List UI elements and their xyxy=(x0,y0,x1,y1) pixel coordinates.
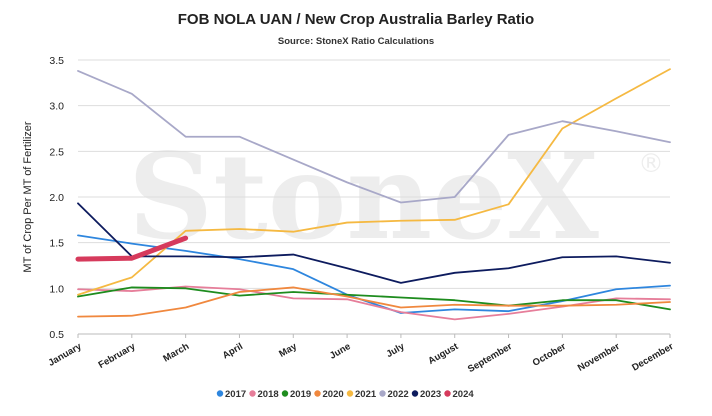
legend-item-2017[interactable]: 2017 xyxy=(216,389,246,400)
legend-item-2018[interactable]: 2018 xyxy=(249,389,279,400)
legend-label: 2017 xyxy=(225,389,246,400)
chart-subtitle: Source: StoneX Ratio Calculations xyxy=(278,36,434,47)
legend-marker xyxy=(444,390,451,397)
series-2019 xyxy=(77,286,671,311)
x-tick-label: April xyxy=(221,341,245,361)
legend-marker xyxy=(346,390,354,397)
x-tick-label: May xyxy=(277,341,299,360)
series-2024 xyxy=(75,235,189,262)
x-tick-label: February xyxy=(97,341,138,371)
y-tick-label: 2.0 xyxy=(49,192,64,204)
chart-title: FOB NOLA UAN / New Crop Australia Barley… xyxy=(178,11,534,28)
x-tick-label: June xyxy=(328,341,353,362)
legend-item-2020[interactable]: 2020 xyxy=(314,389,344,400)
legend-marker xyxy=(411,390,419,397)
legend-item-2021[interactable]: 2021 xyxy=(346,389,377,400)
legend-label: 2023 xyxy=(420,389,441,400)
y-tick-label: 3.0 xyxy=(49,101,64,113)
legend-label: 2024 xyxy=(453,389,475,400)
x-tick-label: July xyxy=(384,341,407,360)
legend-item-2022[interactable]: 2022 xyxy=(379,389,409,400)
x-tick-label: December xyxy=(630,341,676,374)
series-2020 xyxy=(77,286,671,318)
series-2023 xyxy=(77,202,671,284)
legend-label: 2021 xyxy=(355,389,377,400)
legend-label: 2020 xyxy=(323,389,344,400)
x-tick-label: August xyxy=(426,341,461,367)
x-axis-ticks: January February March April May June July Augu… xyxy=(46,334,676,375)
legend-marker xyxy=(314,390,321,397)
series-2017 xyxy=(77,234,671,314)
y-axis-label: MT of Crop Per MT of Fertilizer xyxy=(22,121,34,273)
legend: 2017 2018 2019 2020 2021 2022 2023 2024 xyxy=(216,389,474,400)
series-line-2022 xyxy=(77,70,671,204)
series-line-2019 xyxy=(77,286,671,311)
watermark-registered-mark: ® xyxy=(638,149,664,179)
y-tick-label: 1.0 xyxy=(49,283,64,295)
legend-marker xyxy=(379,390,386,397)
legend-marker xyxy=(216,390,224,397)
series-lines xyxy=(75,68,671,321)
x-tick-label: September xyxy=(466,341,514,375)
gridlines xyxy=(78,59,670,335)
x-tick-label: November xyxy=(576,341,622,374)
y-tick-label: 1.5 xyxy=(49,238,64,250)
legend-item-2019[interactable]: 2019 xyxy=(281,389,311,400)
x-tick-label: January xyxy=(46,341,84,369)
y-axis-ticks: 0.5 1.0 1.5 2.0 2.5 3.0 3.5 xyxy=(49,55,64,341)
legend-label: 2022 xyxy=(388,389,409,400)
legend-marker xyxy=(249,390,256,397)
series-line-2023 xyxy=(77,202,671,284)
y-tick-label: 0.5 xyxy=(49,329,64,341)
series-line-2020 xyxy=(77,286,671,318)
legend-item-2024[interactable]: 2024 xyxy=(444,389,474,400)
y-tick-label: 2.5 xyxy=(49,146,64,158)
x-tick-label: March xyxy=(161,341,191,365)
y-tick-label: 3.5 xyxy=(49,55,64,67)
legend-item-2023[interactable]: 2023 xyxy=(411,389,441,400)
series-line-2017 xyxy=(77,234,671,314)
series-2022 xyxy=(77,70,671,204)
legend-label: 2019 xyxy=(290,389,311,400)
x-tick-label: October xyxy=(531,341,568,369)
legend-marker xyxy=(281,390,289,397)
legend-label: 2018 xyxy=(258,389,279,400)
